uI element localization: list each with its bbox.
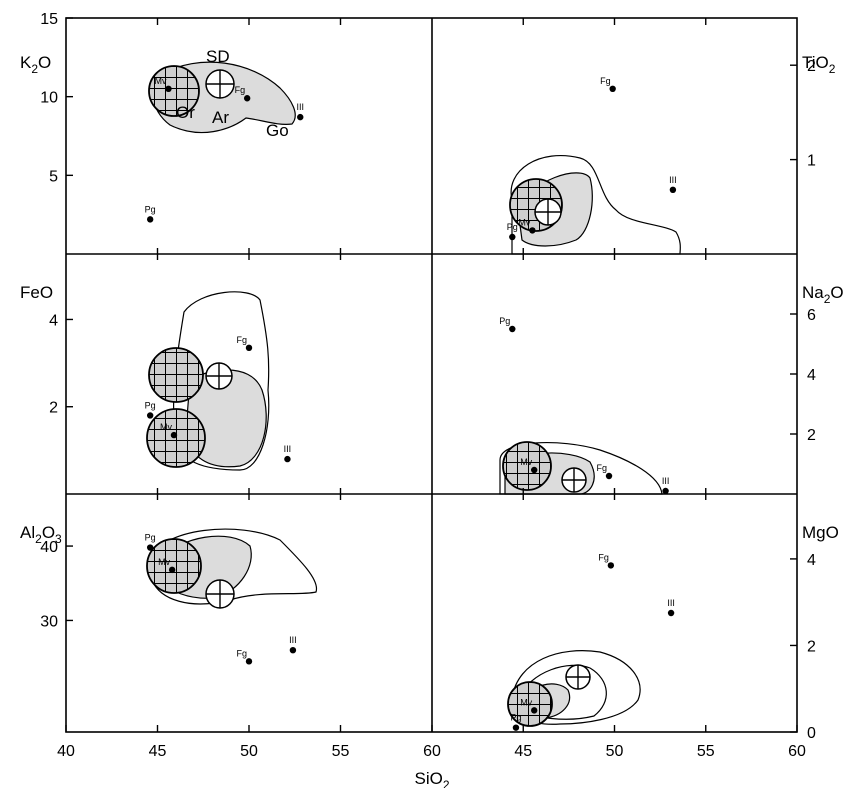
point-label: Mv <box>520 457 532 467</box>
point-label: Fg <box>598 552 609 562</box>
na2o-y-tick-label: 4 <box>807 367 816 384</box>
x-tick-label: 60 <box>423 743 441 760</box>
x-tick-label: 40 <box>57 743 75 760</box>
data-point-mv <box>531 466 538 474</box>
data-point-mv <box>529 227 536 234</box>
data-point-iii <box>662 487 669 495</box>
axis-labels: 40 45 50 55 60 45 50 55 60SiO251015K2O12TiO224Fe… <box>20 11 844 788</box>
go-label: Go <box>266 121 289 140</box>
point-label: Pg <box>145 533 156 543</box>
point-label: Pg <box>499 316 510 326</box>
compositional-fields <box>146 61 681 727</box>
mgo-y-tick-label: 2 <box>807 638 816 655</box>
k2o-y-tick-label: 5 <box>49 168 58 185</box>
data-point-mv <box>168 566 176 574</box>
x-tick-label: 45 <box>514 743 532 760</box>
data-point-fg <box>605 472 613 480</box>
feo-y-tick-label: 2 <box>49 400 58 417</box>
data-point-fg <box>609 85 616 93</box>
tio2-axis-label: TiO2 <box>802 53 836 76</box>
mgo-or-field <box>507 681 553 727</box>
data-point-fg <box>245 658 253 665</box>
x-tick-label: 50 <box>240 743 258 760</box>
point-label: III <box>662 476 670 486</box>
feo-axis-label: FeO <box>20 283 53 302</box>
al2o3-or-field <box>146 538 202 594</box>
data-point-fg <box>607 562 615 569</box>
point-label: III <box>667 598 675 608</box>
data-point-fg <box>243 95 251 102</box>
point-label: Fg <box>236 335 247 345</box>
ar-label: Ar <box>212 108 229 127</box>
k2o-y-tick-label: 15 <box>40 11 58 28</box>
point-label: III <box>669 175 677 185</box>
point-label: Mv <box>154 76 166 86</box>
tio2-outer-field <box>510 154 681 255</box>
na2o-or-field <box>502 441 552 491</box>
point-label: Mv <box>158 557 170 567</box>
x-tick-label: 55 <box>697 743 715 760</box>
point-label: Pg <box>510 713 521 723</box>
point-label: III <box>296 102 304 112</box>
data-point-pg <box>146 216 154 223</box>
point-label: Pg <box>145 204 156 214</box>
mgo-axis-label: MgO <box>802 523 839 542</box>
data-point-pg <box>509 325 516 333</box>
data-point-fg <box>245 344 253 352</box>
or-label: Or <box>176 103 195 122</box>
x-tick-label: 55 <box>332 743 350 760</box>
data-point-iii <box>289 646 297 654</box>
mgo-y-tick-label: 0 <box>807 725 816 742</box>
data-point-mv <box>165 85 172 93</box>
axis-ticks <box>65 17 798 733</box>
x-axis-label: SiO2 <box>414 769 449 788</box>
mgo-y-tick-label: 4 <box>807 552 816 569</box>
point-label: Fg <box>597 463 608 473</box>
al2o3-outer-field <box>149 528 318 605</box>
al2o3-y-tick-label: 30 <box>40 613 58 630</box>
point-label: Mv <box>520 697 532 707</box>
x-tick-label: 45 <box>149 743 167 760</box>
data-point-iii <box>667 609 675 617</box>
k2o-or-field <box>148 65 200 117</box>
data-point-iii <box>297 113 304 121</box>
tio2-y-tick-label: 1 <box>807 153 816 170</box>
data-point-pg <box>146 544 154 551</box>
data-point-pg <box>512 724 520 731</box>
point-label: Pg <box>145 400 156 410</box>
feo-or-lower <box>146 408 206 468</box>
point-label: III <box>284 444 292 454</box>
x-tick-label: 50 <box>606 743 624 760</box>
point-label: Fg <box>235 85 246 95</box>
k2o-axis-label: K2O <box>20 53 51 76</box>
feo-or-upper <box>148 347 204 403</box>
na2o-axis-label: Na2O <box>802 283 844 306</box>
point-label: Fg <box>600 76 611 86</box>
data-point-pg <box>146 412 154 419</box>
feo-y-tick-label: 4 <box>49 312 58 329</box>
data-point-mv <box>170 431 178 439</box>
data-point-mv <box>531 707 538 714</box>
point-label: Pg <box>507 222 518 232</box>
na2o-y-tick-label: 2 <box>807 427 816 444</box>
tio2-y-tick-label: 2 <box>807 58 816 75</box>
data-point-pg <box>509 233 516 241</box>
point-label: III <box>289 635 297 645</box>
point-label: Mv <box>160 422 172 432</box>
data-point-iii <box>669 186 677 194</box>
al2o3-y-tick-label: 40 <box>40 539 58 556</box>
x-tick-label: 60 <box>788 743 806 760</box>
sd-label: SD <box>206 47 230 66</box>
al2o3-axis-label: Al2O3 <box>20 523 62 546</box>
point-label: Mv <box>518 217 530 227</box>
k2o-y-tick-label: 10 <box>40 90 58 107</box>
na2o-y-tick-label: 6 <box>807 307 816 324</box>
point-label: Fg <box>236 648 247 658</box>
data-point-iii <box>284 455 291 463</box>
